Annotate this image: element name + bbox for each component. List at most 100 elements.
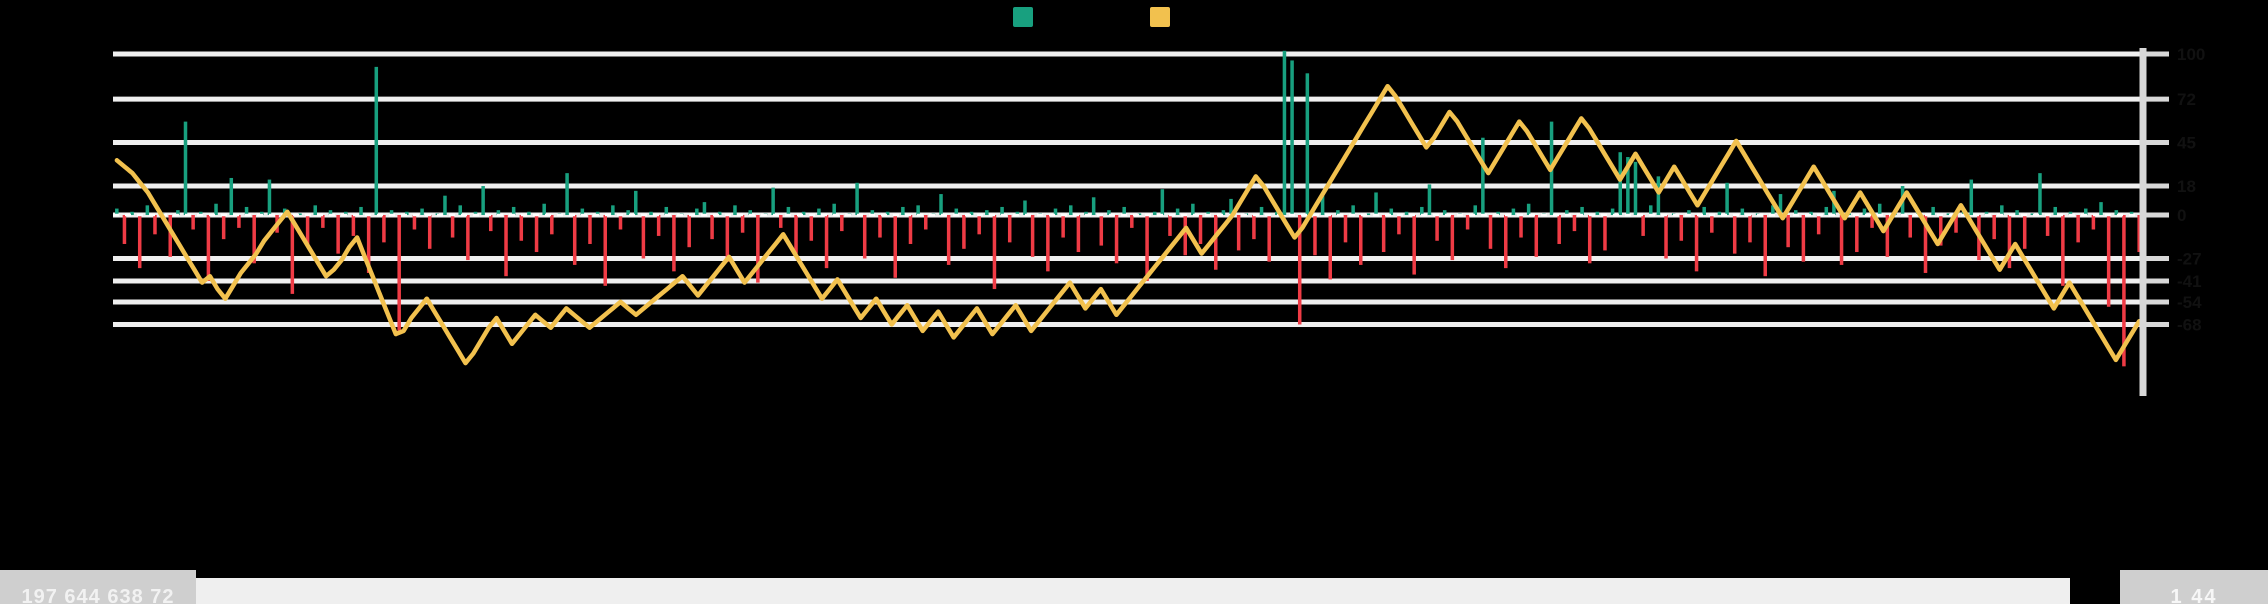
bar <box>1481 137 1485 215</box>
y-axis-tick-label: -27 <box>2177 249 2202 268</box>
bar <box>344 211 348 215</box>
bar <box>878 215 882 238</box>
chart-svg: 100 72 45 18 0 -27 -41 -54 -68 <box>113 45 2205 396</box>
bar <box>504 215 508 277</box>
bar <box>1450 215 1455 261</box>
bar <box>1618 152 1622 215</box>
bar <box>2038 173 2042 215</box>
y-axis-group: 100 72 45 18 0 -27 -41 -54 -68 <box>2139 45 2205 396</box>
bar <box>634 190 638 215</box>
bar <box>1221 210 1226 215</box>
bar <box>641 215 646 259</box>
bar <box>580 208 585 215</box>
bar <box>2099 202 2103 215</box>
bar <box>199 211 203 215</box>
bar <box>145 205 150 215</box>
chart-footer: 197 644 638 72 1 44 <box>0 559 2268 604</box>
bar <box>1351 205 1355 215</box>
bar <box>572 215 577 265</box>
bar <box>687 215 691 248</box>
bar <box>1862 208 1867 215</box>
legend-swatch-icon-bullbar <box>1013 7 1034 27</box>
bar <box>1717 211 1722 215</box>
bar <box>183 121 188 215</box>
bar <box>1069 205 1073 215</box>
bar <box>244 206 249 215</box>
bar <box>1824 206 1829 215</box>
bar <box>1091 197 1096 215</box>
bar <box>1656 176 1661 215</box>
y-axis-tick-label: -54 <box>2177 293 2202 312</box>
bar <box>901 206 905 215</box>
bar <box>153 215 157 235</box>
bar <box>2091 215 2096 230</box>
bar <box>2022 215 2027 249</box>
bar <box>1084 211 1088 215</box>
bar <box>221 215 226 240</box>
bar <box>1305 73 1310 215</box>
bar <box>1313 215 1317 256</box>
bar <box>458 205 462 215</box>
bar <box>1931 206 1935 215</box>
bar <box>893 215 897 278</box>
bar <box>229 177 234 215</box>
bar <box>1442 210 1447 215</box>
legend-swatch-icon-rsi-daily <box>1150 7 1171 27</box>
bar <box>1061 215 1065 238</box>
bar <box>321 215 325 228</box>
bar <box>1534 215 1539 257</box>
bar <box>481 186 485 215</box>
bar <box>2007 215 2012 269</box>
bar <box>1114 215 1119 264</box>
bar <box>130 211 134 215</box>
bar <box>405 211 409 215</box>
bar <box>1610 208 1615 215</box>
bar <box>550 215 554 235</box>
bar <box>2137 215 2141 253</box>
footer-right-value: 1 44 <box>2170 586 2218 604</box>
bar <box>2061 215 2065 286</box>
bar <box>1939 215 1943 246</box>
bar <box>1839 215 1844 265</box>
bar <box>305 215 310 246</box>
bar <box>756 215 760 283</box>
bar <box>1794 210 1798 215</box>
bar <box>1397 215 1401 235</box>
bar <box>794 215 798 254</box>
legend-item-rsi-daily[interactable]: RSI Daily <box>1150 4 1255 30</box>
bar <box>1465 215 1470 230</box>
bar <box>2106 215 2111 307</box>
bar <box>1252 215 1256 240</box>
bar <box>466 215 470 261</box>
bar <box>382 215 386 243</box>
bar <box>1816 215 1821 235</box>
bar <box>969 211 974 215</box>
bar <box>977 215 981 235</box>
bar <box>1595 211 1600 215</box>
legend-item-bullbar[interactable]: Bullbar... <box>1013 4 1116 30</box>
bar <box>1992 215 1996 240</box>
bar <box>908 215 913 244</box>
footer-scrollbar-track[interactable] <box>196 578 2070 604</box>
bar <box>1877 203 1882 215</box>
bar <box>260 211 264 215</box>
bar <box>809 215 814 241</box>
bar <box>595 211 600 215</box>
bar <box>1145 215 1149 282</box>
bar <box>1664 215 1668 259</box>
bar <box>1511 208 1516 215</box>
footer-right-readout: 1 44 <box>2120 570 2268 604</box>
bar <box>1565 210 1569 215</box>
bar <box>1420 206 1424 215</box>
bar <box>1267 215 1271 262</box>
bar <box>992 215 997 290</box>
bar <box>542 203 546 215</box>
bar <box>420 208 424 215</box>
bar <box>717 211 722 215</box>
bar <box>1908 215 1912 238</box>
bar <box>1786 215 1790 248</box>
bar <box>359 206 363 215</box>
footer-left-readout: 197 644 638 72 <box>0 570 196 604</box>
bar <box>2076 215 2080 243</box>
